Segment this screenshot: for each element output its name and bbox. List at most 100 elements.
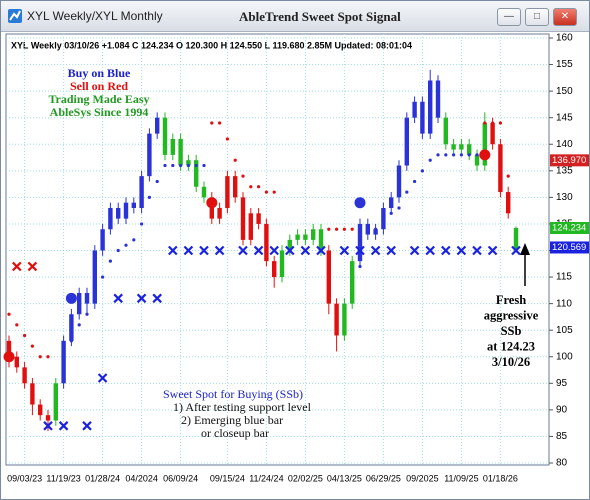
stop-dot [389, 211, 393, 215]
candle-body [147, 133, 152, 177]
x-marker [472, 245, 482, 256]
x-marker [511, 245, 521, 256]
stop-dot [405, 190, 409, 194]
title-bar: XYL Weekly/XYL Monthly AbleTrend Sweet S… [1, 1, 589, 32]
price-tag-label: 136.970 [552, 155, 586, 166]
app-icon [8, 9, 22, 23]
x-marker [199, 245, 209, 256]
maximize-button[interactable]: □ [525, 8, 549, 26]
candle-body [303, 234, 308, 240]
stop-dot [210, 121, 214, 125]
x-marker [386, 245, 396, 256]
candle-body [84, 293, 90, 304]
x-tick-label: 11/19/23 [46, 473, 80, 483]
stop-dot [155, 179, 159, 184]
x-marker [355, 245, 365, 256]
stop-dot [69, 339, 73, 343]
price-tag [550, 154, 589, 167]
candle-body [287, 239, 292, 251]
signal-dot [206, 197, 218, 209]
price-tag-label: 124.234 [552, 223, 586, 234]
candle-body [459, 144, 464, 150]
x-marker [43, 421, 53, 431]
candle-body [22, 367, 27, 384]
stop-dot [366, 227, 370, 231]
candle-body [334, 303, 339, 336]
x-marker [238, 245, 248, 256]
candle-body [186, 160, 191, 166]
x-tick-label: 09/03/23 [7, 473, 42, 483]
stop-dot [77, 323, 81, 327]
x-marker [82, 421, 92, 431]
plot-frame [5, 33, 550, 466]
stop-dot [483, 121, 487, 125]
stop-dot [436, 153, 440, 157]
callout-arrowhead [520, 243, 530, 255]
stop-dot [194, 163, 198, 168]
stop-dot [15, 323, 19, 327]
x-marker [253, 245, 264, 256]
candle-body [30, 383, 35, 405]
stop-dot [147, 195, 151, 199]
stop-dot [101, 275, 105, 279]
stop-dot [116, 248, 120, 253]
candle-body [123, 202, 129, 219]
candle-body [201, 186, 207, 198]
ssb-note: 1) After testing support level [173, 400, 312, 414]
stop-dot [452, 153, 456, 157]
y-tick-label: 85 [556, 431, 568, 442]
candle-body [396, 165, 402, 198]
window-tabs: XYL Weekly/XYL Monthly [27, 9, 163, 23]
ssb-note: or closeup bar [201, 426, 269, 440]
candle-body [513, 228, 519, 249]
candle-body [264, 223, 269, 262]
stop-dot [467, 153, 471, 157]
x-tick-label: 06/29/25 [366, 473, 401, 483]
x-tick-label: 04/13/25 [327, 473, 362, 483]
x-marker [316, 245, 326, 256]
candle-body [373, 229, 378, 235]
candle-body [131, 202, 136, 208]
x-tick-label: 06/09/24 [163, 473, 198, 483]
x-marker [409, 245, 420, 256]
candle-body [326, 250, 331, 304]
x-marker [27, 261, 38, 272]
stop-dot [459, 153, 463, 157]
candle-body [38, 404, 43, 416]
ssb-note: 2) Emerging blue bar [181, 413, 283, 427]
stop-dot [124, 243, 128, 247]
candle-body [194, 160, 199, 187]
note: AbleSys Since 1994 [50, 105, 149, 119]
signal-dot [479, 149, 491, 161]
x-tick-label: 09/2025 [406, 473, 439, 483]
candle-body [295, 234, 300, 240]
stop-dot [46, 355, 50, 359]
candle-body [357, 223, 363, 262]
candle-body [256, 213, 261, 224]
chart: XYL Weekly 03/10/26 +1.084 C 124.234 O 1… [3, 33, 589, 483]
y-tick-label: 145 [556, 112, 573, 123]
candle-body [318, 229, 324, 251]
candle-body [162, 117, 168, 155]
stop-dot [23, 333, 27, 338]
stop-dot [491, 121, 495, 125]
x-tick-label: 02/02/25 [288, 473, 323, 483]
stop-dot [186, 163, 190, 168]
stop-dot [397, 206, 401, 210]
y-tick-label: 160 [556, 33, 573, 44]
x-marker [285, 245, 295, 256]
price-tag [550, 222, 589, 235]
y-tick-label: 150 [556, 86, 573, 97]
y-tick-label: 80 [556, 458, 568, 469]
close-button[interactable]: ✕ [553, 8, 577, 26]
stop-dot [475, 153, 479, 157]
y-tick-label: 100 [556, 351, 573, 362]
stop-dot [264, 190, 268, 194]
stop-dot [413, 179, 417, 184]
note: Sell on Red [70, 79, 128, 93]
candle-body [155, 117, 160, 134]
y-tick-label: 140 [556, 139, 573, 150]
candle-body [108, 208, 113, 230]
minimize-button[interactable]: — [497, 8, 521, 26]
stop-dot [202, 163, 206, 168]
